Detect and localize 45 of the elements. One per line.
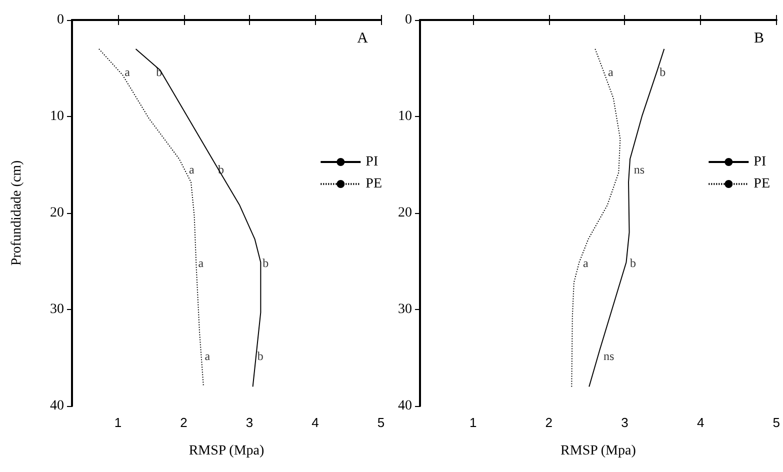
x-tick-label: 1 — [114, 415, 122, 430]
annotation: b — [630, 256, 636, 270]
y-tick-label: 10 — [50, 109, 64, 124]
x-tick-label: 1 — [469, 415, 477, 430]
annotation: b — [262, 256, 269, 270]
x-tick-label: 2 — [545, 415, 553, 430]
x-tick-label: 2 — [180, 415, 188, 430]
annotation: ns — [634, 162, 645, 177]
y-tick-label: 10 — [398, 109, 412, 124]
x-tick-label: 4 — [696, 415, 704, 430]
y-tick-label: 0 — [57, 12, 64, 28]
y-tick-label: 40 — [398, 398, 412, 414]
annotation: b — [660, 65, 666, 80]
annotation: a — [124, 65, 131, 80]
legend-label: PE — [754, 176, 770, 192]
line-series — [98, 48, 204, 388]
annotation: a — [583, 256, 590, 270]
x-axis-title: RMSP (Mpa) — [560, 444, 636, 458]
legend-label: PI — [754, 154, 766, 170]
annotation: a — [608, 65, 614, 80]
y-tick-label: 30 — [398, 302, 412, 317]
annotation: a — [204, 348, 211, 363]
annotation: b — [257, 348, 264, 363]
legend-label: PI — [366, 154, 378, 170]
text: B — [754, 30, 764, 46]
x-tick-label: 3 — [246, 415, 254, 430]
annotation: a — [198, 256, 204, 270]
x-tick-label: 5 — [377, 415, 385, 430]
legend-label: PE — [366, 176, 382, 192]
line-series — [588, 48, 665, 388]
x-axis-title: RMSP (Mpa) — [188, 444, 264, 458]
annotation: a — [189, 162, 196, 177]
y-tick-label: 20 — [50, 206, 64, 220]
y-tick-label: 0 — [405, 12, 412, 28]
y-axis-title: Profundidade (cm) — [10, 160, 24, 266]
y-tick-label: 40 — [50, 398, 64, 414]
x-tick-label: 4 — [312, 415, 319, 430]
text: A — [357, 30, 368, 46]
y-tick-label: 20 — [398, 206, 412, 220]
line-series — [135, 48, 262, 388]
annotation: ns — [604, 348, 614, 363]
x-tick-label: 3 — [621, 415, 628, 430]
y-tick-label: 30 — [50, 302, 64, 317]
x-tick-label: 5 — [772, 415, 780, 430]
line-series — [571, 48, 621, 388]
